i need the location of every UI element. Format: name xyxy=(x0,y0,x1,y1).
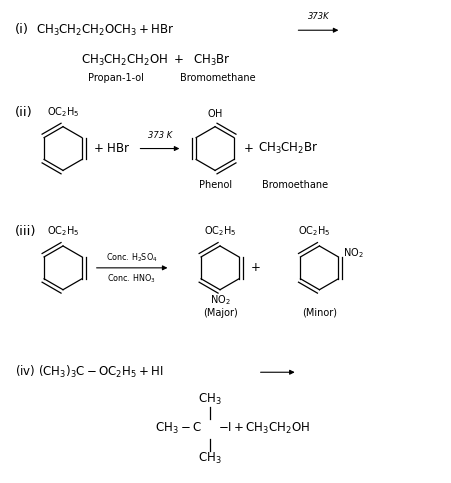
Text: Bromoethane: Bromoethane xyxy=(262,180,327,190)
Text: 373K: 373K xyxy=(308,12,329,21)
Text: $+$: $+$ xyxy=(250,261,261,274)
Text: (Major): (Major) xyxy=(202,308,237,318)
Text: Conc. $\mathrm{H_2SO_4}$: Conc. $\mathrm{H_2SO_4}$ xyxy=(106,251,157,264)
Text: $\mathrm{OC_2H_5}$: $\mathrm{OC_2H_5}$ xyxy=(298,224,331,238)
Text: $\mathrm{-I+CH_3CH_2OH}$: $\mathrm{-I+CH_3CH_2OH}$ xyxy=(218,421,310,437)
Text: Propan-1-ol: Propan-1-ol xyxy=(88,73,143,83)
Text: (ii): (ii) xyxy=(15,106,33,119)
Text: Bromomethane: Bromomethane xyxy=(180,73,256,83)
Text: Phenol: Phenol xyxy=(198,180,232,190)
Text: 373 K: 373 K xyxy=(148,130,172,140)
Text: $\mathrm{CH_3}$: $\mathrm{CH_3}$ xyxy=(198,392,222,407)
Text: (iii): (iii) xyxy=(15,225,37,238)
Text: $\mathrm{OC_2H_5}$: $\mathrm{OC_2H_5}$ xyxy=(47,224,79,238)
Text: Conc. $\mathrm{HNO_3}$: Conc. $\mathrm{HNO_3}$ xyxy=(107,273,156,285)
Text: $\mathrm{CH_3CH_2Br}$: $\mathrm{CH_3CH_2Br}$ xyxy=(258,141,318,156)
Text: $\mathrm{NO_2}$: $\mathrm{NO_2}$ xyxy=(210,293,230,307)
Text: $\mathrm{OC_2H_5}$: $\mathrm{OC_2H_5}$ xyxy=(47,105,79,119)
Text: $\mathrm{NO_2}$: $\mathrm{NO_2}$ xyxy=(343,246,364,260)
Text: $\mathrm{+ \ HBr}$: $\mathrm{+ \ HBr}$ xyxy=(93,142,130,155)
Text: (iv) $\mathrm{(CH_3)_3C-OC_2H_5+HI}$: (iv) $\mathrm{(CH_3)_3C-OC_2H_5+HI}$ xyxy=(15,364,164,381)
Text: $\mathrm{CH_3}$: $\mathrm{CH_3}$ xyxy=(198,451,222,466)
Text: $\mathrm{OC_2H_5}$: $\mathrm{OC_2H_5}$ xyxy=(204,224,236,238)
Text: $\mathrm{OH}$: $\mathrm{OH}$ xyxy=(207,107,223,119)
Text: $\mathrm{CH_3 - C}$: $\mathrm{CH_3 - C}$ xyxy=(156,421,202,437)
Text: $\mathrm{CH_3CH_2CH_2OCH_3 + HBr}$: $\mathrm{CH_3CH_2CH_2OCH_3 + HBr}$ xyxy=(36,23,175,38)
Text: $\mathrm{CH_3CH_2CH_2OH \ + \ \ CH_3Br}$: $\mathrm{CH_3CH_2CH_2OH \ + \ \ CH_3Br}$ xyxy=(81,53,231,68)
Text: $+$: $+$ xyxy=(243,142,253,155)
Text: (i): (i) xyxy=(15,23,29,36)
Text: (Minor): (Minor) xyxy=(302,308,337,318)
